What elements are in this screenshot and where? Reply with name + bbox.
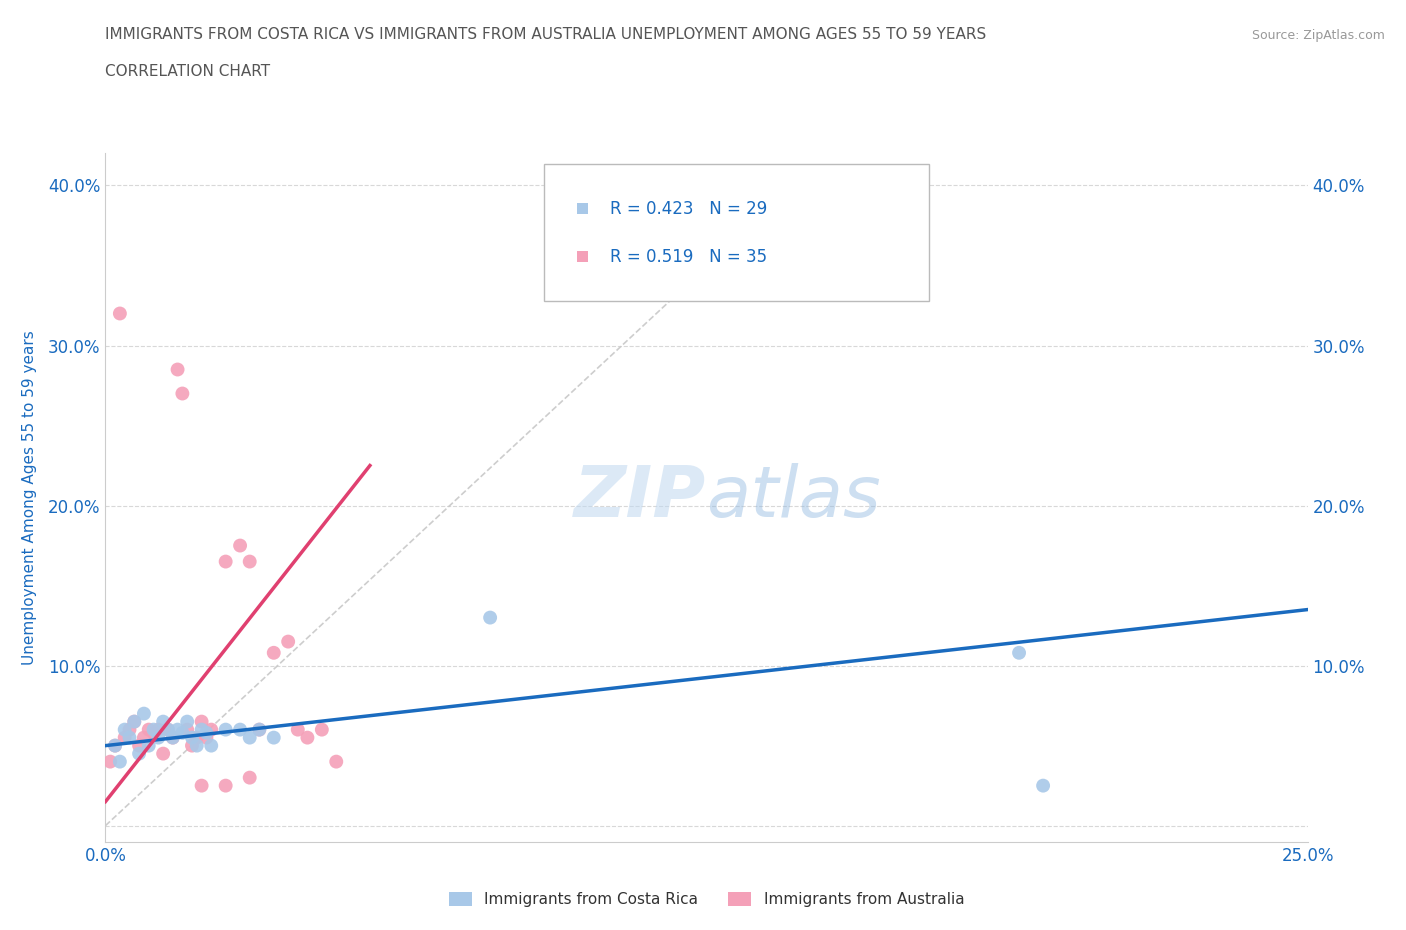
Point (311, 723, 333, 737)
Point (152, 714, 174, 729)
Point (118, 723, 141, 737)
Point (104, 738, 127, 753)
Point (172, 386, 194, 401)
Point (195, 725, 218, 740)
Point (176, 714, 198, 729)
Point (148, 723, 170, 737)
Point (229, 723, 252, 737)
Point (325, 754, 347, 769)
Point (200, 738, 222, 753)
Point (190, 723, 212, 737)
Text: R = 0.519   N = 35: R = 0.519 N = 35 (610, 247, 768, 266)
Point (138, 723, 160, 737)
Point (118, 730, 141, 745)
Point (190, 714, 212, 729)
Point (152, 746, 174, 761)
Point (98, 754, 121, 769)
Point (128, 746, 150, 761)
Point (114, 730, 136, 745)
Point (138, 738, 160, 753)
Y-axis label: Unemployment Among Ages 55 to 59 years: Unemployment Among Ages 55 to 59 years (22, 330, 37, 665)
FancyBboxPatch shape (544, 164, 929, 301)
Point (172, 725, 194, 740)
Point (114, 723, 136, 737)
Point (1008, 645, 1031, 660)
Point (148, 730, 170, 745)
Text: R = 0.423   N = 29: R = 0.423 N = 29 (610, 200, 768, 218)
Point (214, 723, 236, 737)
Point (166, 723, 188, 737)
Point (142, 723, 165, 737)
Point (214, 778, 236, 793)
Point (108, 754, 131, 769)
Point (239, 554, 262, 569)
Text: atlas: atlas (707, 463, 882, 532)
Point (156, 723, 179, 737)
Point (132, 706, 155, 721)
Text: Source: ZipAtlas.com: Source: ZipAtlas.com (1251, 29, 1385, 42)
Point (124, 714, 146, 729)
Point (479, 610, 502, 625)
Point (166, 362, 188, 377)
Point (181, 730, 204, 745)
Legend: Immigrants from Costa Rica, Immigrants from Australia: Immigrants from Costa Rica, Immigrants f… (443, 886, 970, 913)
Text: IMMIGRANTS FROM COSTA RICA VS IMMIGRANTS FROM AUSTRALIA UNEMPLOYMENT AMONG AGES : IMMIGRANTS FROM COSTA RICA VS IMMIGRANTS… (105, 27, 987, 42)
Point (287, 723, 309, 737)
Point (186, 730, 208, 745)
Point (186, 738, 208, 753)
Point (1032, 778, 1054, 793)
Point (124, 714, 146, 729)
Point (195, 730, 218, 745)
Point (229, 538, 252, 553)
Point (128, 738, 150, 753)
Text: ZIP: ZIP (574, 463, 707, 532)
Point (247, 723, 270, 737)
Point (297, 730, 319, 745)
Point (156, 723, 179, 737)
Point (142, 725, 165, 740)
Point (247, 723, 270, 737)
Point (190, 778, 212, 793)
Point (263, 645, 285, 660)
Point (108, 306, 131, 321)
Point (176, 723, 198, 737)
Point (162, 730, 184, 745)
Point (181, 738, 204, 753)
Point (263, 730, 285, 745)
Point (162, 730, 184, 745)
Point (239, 730, 262, 745)
Point (132, 730, 155, 745)
Point (200, 723, 222, 737)
Point (104, 738, 127, 753)
Point (239, 770, 262, 785)
Text: CORRELATION CHART: CORRELATION CHART (105, 64, 270, 79)
Point (214, 554, 236, 569)
Point (277, 634, 299, 649)
